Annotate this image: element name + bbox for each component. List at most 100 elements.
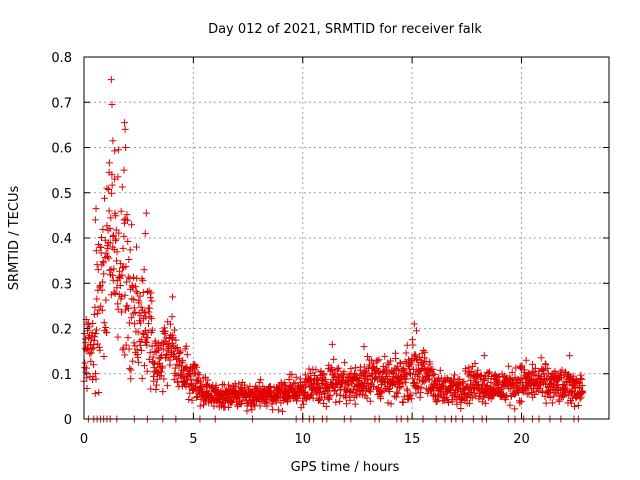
data-point <box>392 393 400 401</box>
data-point <box>328 340 336 348</box>
data-point <box>125 304 133 312</box>
data-point <box>134 328 142 336</box>
data-point <box>138 336 146 344</box>
data-point <box>483 381 491 389</box>
data-point <box>163 382 171 390</box>
data-point <box>92 375 100 383</box>
y-tick-label: 0.1 <box>51 368 72 383</box>
data-point <box>107 76 115 84</box>
data-point <box>192 393 200 401</box>
data-point <box>465 364 473 372</box>
data-point <box>125 345 133 353</box>
data-point <box>129 273 137 281</box>
data-point <box>531 391 539 399</box>
data-point <box>238 400 245 408</box>
data-point <box>83 344 91 352</box>
data-point <box>130 339 138 347</box>
data-point <box>387 400 395 408</box>
data-point <box>96 346 104 354</box>
data-point <box>544 364 552 372</box>
y-tick-label: 0.8 <box>51 51 72 66</box>
data-point <box>394 389 402 397</box>
data-point <box>224 381 232 389</box>
data-point <box>92 205 100 213</box>
data-point <box>118 292 126 300</box>
data-point <box>140 362 148 370</box>
x-tick-label: 20 <box>513 432 530 447</box>
data-point <box>417 383 425 391</box>
y-tick-label: 0.5 <box>51 187 72 202</box>
data-point <box>139 277 147 285</box>
data-point <box>103 184 111 192</box>
data-point <box>420 354 428 362</box>
data-point <box>235 380 243 388</box>
data-point <box>100 353 108 361</box>
data-point <box>114 333 122 341</box>
data-point <box>541 392 549 400</box>
data-point <box>135 299 143 307</box>
x-tick-label: 10 <box>294 432 311 447</box>
data-point <box>484 369 492 377</box>
data-point <box>108 171 116 179</box>
data-point <box>105 254 113 262</box>
data-point <box>123 216 131 224</box>
data-point <box>104 253 112 261</box>
data-point <box>90 310 98 318</box>
data-point <box>106 266 114 274</box>
data-point <box>173 344 181 352</box>
data-point <box>91 333 99 341</box>
data-point <box>426 360 434 368</box>
data-point <box>408 336 416 344</box>
data-point <box>411 352 419 360</box>
data-point <box>130 296 138 304</box>
data-point <box>313 375 321 383</box>
data-point <box>507 385 515 393</box>
data-point <box>330 355 338 363</box>
data-point <box>116 282 124 290</box>
data-point <box>421 348 429 356</box>
x-tick-label: 0 <box>80 432 88 447</box>
data-point <box>401 374 409 382</box>
data-point <box>292 373 300 381</box>
data-point <box>479 380 487 388</box>
data-point <box>477 371 485 379</box>
data-point <box>133 243 140 251</box>
data-point <box>90 361 98 369</box>
data-point <box>401 368 409 376</box>
data-point <box>213 386 221 394</box>
data-point <box>301 371 309 379</box>
data-point <box>425 375 433 383</box>
data-point <box>129 357 137 365</box>
data-point <box>335 364 343 372</box>
data-point <box>148 342 156 350</box>
data-point <box>497 386 505 394</box>
data-point <box>147 289 155 297</box>
data-point <box>285 375 293 383</box>
data-point <box>113 284 121 292</box>
data-point <box>148 314 156 322</box>
data-point <box>103 329 111 337</box>
data-point <box>176 347 184 355</box>
data-point <box>120 166 128 174</box>
data-point <box>436 366 444 374</box>
data-point <box>472 378 480 386</box>
data-point <box>131 320 139 328</box>
data-point <box>91 390 99 398</box>
data-point <box>537 354 545 362</box>
data-point <box>441 395 449 403</box>
y-tick-label: 0 <box>64 413 72 428</box>
data-point <box>137 347 145 355</box>
data-point <box>112 212 120 220</box>
data-point <box>400 366 408 374</box>
data-point <box>109 137 117 145</box>
data-point <box>487 378 495 386</box>
data-point <box>462 365 470 373</box>
data-point <box>332 390 340 398</box>
data-point <box>281 379 289 387</box>
data-point <box>364 352 372 360</box>
data-point <box>419 347 427 355</box>
data-point <box>416 353 424 361</box>
data-point <box>321 393 329 401</box>
data-point <box>127 366 135 374</box>
